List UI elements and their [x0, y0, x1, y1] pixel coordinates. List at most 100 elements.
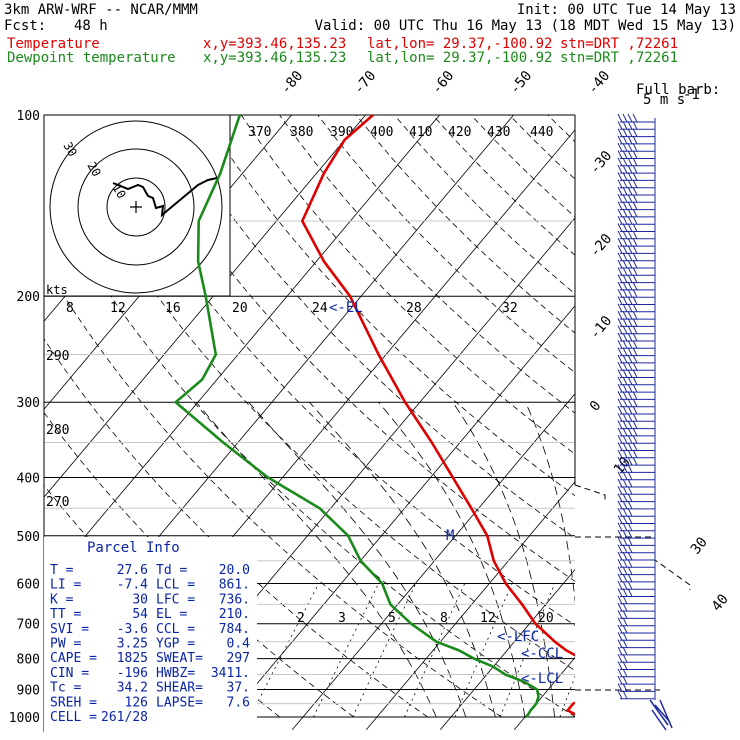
isotherm-label: -50: [507, 68, 536, 98]
theta-label: 390: [330, 125, 353, 140]
theta-left-label: 270: [46, 495, 69, 510]
isotherm: [365, 481, 575, 731]
mixing-ratio-line: [559, 675, 575, 718]
hodograph-ring-label: 20: [84, 160, 103, 180]
theta-label: 380: [290, 125, 313, 140]
parcel-field-label: CAPE =: [50, 651, 97, 666]
barb-legend-title: Full barb:: [636, 82, 720, 98]
wind-barb: [617, 544, 655, 554]
m-marker: M: [446, 528, 454, 544]
wind-barb: [617, 624, 655, 634]
wind-barb: [617, 617, 655, 627]
wind-barb: [617, 471, 655, 481]
init-time: Init: 00 UTC Tue 14 May 13: [516, 2, 736, 18]
wind-barb: [617, 690, 655, 700]
wind-barb: [617, 413, 655, 422]
parcel-field-label: SREH =: [50, 695, 97, 710]
wind-barb: [617, 464, 655, 473]
wind-barb: [617, 442, 655, 451]
isotherm-label: -80: [278, 68, 307, 98]
parcel-field-value: 736.: [219, 592, 250, 607]
point-latlon-dewpoint: lat,lon= 29.37,-100.92: [367, 50, 553, 66]
parcel-info-panel: [44, 537, 257, 732]
point-latlon-temperature: lat,lon= 29.37,-100.92: [367, 36, 553, 52]
wind-barb: [617, 551, 655, 561]
theta-label: 420: [448, 125, 471, 140]
wind-barb: [617, 223, 655, 232]
parcel-field-label: K =: [50, 592, 74, 607]
pressure-tick-label: 200: [17, 290, 40, 305]
theta-label: 410: [409, 125, 432, 140]
dry-adiabat: [394, 115, 575, 295]
theta-left-label: 280: [46, 423, 69, 438]
wind-barb: [617, 259, 655, 269]
parcel-field-value: 54: [132, 607, 148, 622]
mixing-ratio-line: [454, 583, 513, 718]
parcel-field-value: 3411.: [211, 666, 250, 681]
parcel-field-value: 784.: [219, 622, 250, 637]
isotherm-label: 30: [688, 534, 711, 557]
mixing-ratio-line: [352, 583, 417, 718]
wind-barb: [617, 588, 655, 597]
parcel-field-value: -3.6: [117, 622, 148, 637]
wind-barb: [617, 602, 655, 612]
lcl-marker: <-LCL: [521, 671, 563, 687]
wind-barb: [617, 661, 655, 670]
wetbulb-label: 28: [406, 301, 422, 316]
parcel-field-value: 297: [227, 651, 250, 666]
parcel-field-value: 210.: [219, 607, 250, 622]
wind-barb: [617, 683, 655, 692]
wetbulb-label: 8: [66, 301, 74, 316]
wind-barb: [617, 632, 655, 641]
wind-barb: [617, 376, 655, 386]
wind-barb: [617, 201, 655, 211]
hodograph-center: [130, 201, 142, 213]
wind-barbs: [617, 113, 673, 731]
wind-barb: [617, 522, 655, 532]
wind-barb: [617, 675, 655, 685]
parcel-field-label: HWBZ=: [156, 666, 195, 681]
wetbulb-label: 12: [110, 301, 126, 316]
wind-barb: [617, 559, 655, 568]
pressure-tick-label: 500: [17, 530, 40, 545]
temperature-profile: [301, 115, 575, 716]
isotherm-label: 0: [587, 398, 605, 415]
parcel-field-label: T =: [50, 563, 74, 578]
parcel-field-label: SHEAR=: [156, 681, 203, 696]
hodograph-ring: [49, 120, 223, 294]
wind-barb: [617, 310, 655, 320]
isotherm: [662, 115, 740, 730]
theta-label: 400: [370, 125, 393, 140]
wind-barb: [617, 267, 655, 276]
isotherm-label: -40: [585, 68, 614, 98]
theta-left-label: 290: [46, 349, 69, 364]
pressure-tick-label: 1000: [9, 711, 40, 726]
parcel-field-label: LCL =: [156, 578, 195, 593]
parcel-field-value: 20.0: [219, 563, 250, 578]
station-dewpoint: stn=DRT ,72261: [560, 50, 679, 66]
parcel-field-label: Td =: [156, 563, 187, 578]
parcel-field-label: EL =: [156, 607, 187, 622]
isotherm-label: -20: [587, 231, 616, 261]
moist-adiabat: [309, 401, 496, 718]
wind-barb: [617, 486, 655, 495]
isotherm: [588, 115, 740, 730]
parcel-field-label: TT =: [50, 607, 81, 622]
legend-dewpoint: Dewpoint temperature: [7, 50, 176, 66]
wind-barb: [617, 142, 655, 152]
moist-adiabat: [591, 402, 614, 717]
wind-barb: [617, 179, 655, 189]
isotherm-label: -10: [587, 313, 616, 343]
wind-barb: [617, 135, 655, 145]
wind-barb: [617, 515, 655, 524]
wind-barb: [617, 230, 655, 240]
isotherm: [44, 115, 366, 498]
station-temperature: stn=DRT ,72261: [560, 36, 679, 52]
pressure-tick-label: 300: [17, 396, 40, 411]
parcel-field-label: Tc =: [50, 681, 81, 696]
parcel-field-value: 3.25: [117, 637, 148, 652]
wind-barb: [617, 456, 655, 466]
pressure-tick-label: 800: [17, 653, 40, 668]
parcel-field-label: SWEAT=: [156, 651, 203, 666]
parcel-info-row: Tc = 34.2 SHEAR= 37.: [50, 681, 250, 696]
